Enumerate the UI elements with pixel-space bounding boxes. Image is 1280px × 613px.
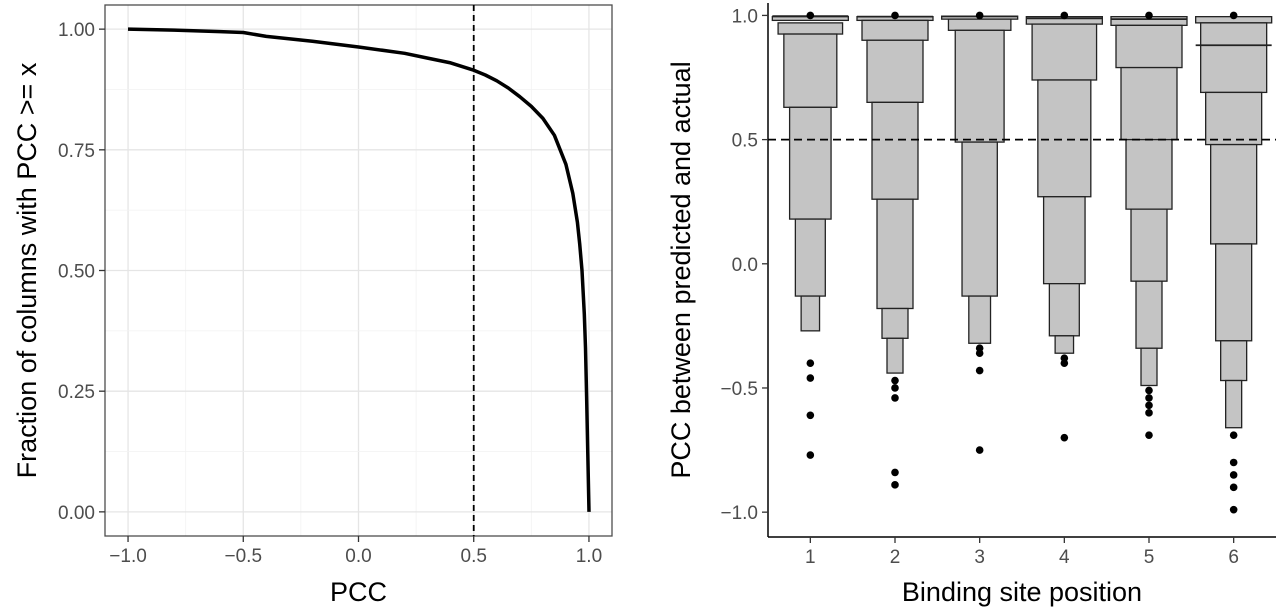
x-tick-label: −0.5 bbox=[225, 546, 263, 567]
outlier-point bbox=[891, 384, 899, 392]
outlier-point bbox=[1229, 471, 1238, 479]
x-tick-label: 6 bbox=[1228, 547, 1239, 568]
x-tick-label: 0.5 bbox=[461, 546, 487, 567]
letter-value-box bbox=[947, 18, 1012, 31]
letter-value-box bbox=[1135, 280, 1163, 349]
outlier-point bbox=[975, 446, 984, 454]
outlier-point bbox=[806, 411, 815, 420]
y-tick-label: 1.00 bbox=[58, 20, 95, 41]
outlier-point bbox=[806, 11, 815, 20]
outlier-point bbox=[1145, 394, 1153, 402]
y-tick-label: 0.5 bbox=[732, 131, 758, 152]
outlier-point bbox=[891, 376, 899, 385]
outlier-point bbox=[1229, 11, 1238, 20]
outlier-point bbox=[975, 11, 984, 20]
y-tick-label: 0.50 bbox=[58, 262, 95, 283]
letter-value-box bbox=[1225, 379, 1243, 429]
letter-value-box bbox=[876, 198, 914, 310]
x-tick-label: 5 bbox=[1144, 547, 1155, 568]
outlier-point bbox=[891, 11, 899, 20]
y-tick-label: −1.0 bbox=[720, 503, 758, 524]
outlier-point bbox=[806, 451, 815, 459]
letter-value-box bbox=[1031, 23, 1098, 81]
letter-value-box bbox=[1205, 91, 1263, 146]
letter-value-box bbox=[800, 295, 821, 332]
y-tick-label: 0.25 bbox=[58, 382, 95, 403]
outlier-point bbox=[1145, 386, 1153, 395]
letter-value-box bbox=[788, 106, 832, 220]
letter-value-box bbox=[1220, 340, 1248, 382]
outlier-point bbox=[1229, 505, 1238, 514]
outlier-point bbox=[1229, 483, 1238, 492]
x-tick-label: 2 bbox=[890, 547, 901, 568]
x-tick-label: 3 bbox=[974, 547, 985, 568]
letter-value-box bbox=[866, 39, 924, 103]
y-tick-label: 0.75 bbox=[58, 141, 95, 162]
letter-value-box bbox=[1115, 24, 1183, 69]
letter-value-box bbox=[861, 19, 929, 41]
letter-value-box bbox=[1042, 196, 1086, 285]
letter-value-box bbox=[1210, 143, 1258, 245]
letter-value-box bbox=[886, 337, 904, 374]
y-tick-label: 1.0 bbox=[732, 6, 758, 27]
letter-value-box bbox=[1048, 283, 1080, 337]
series-line bbox=[127, 27, 591, 512]
outlier-point bbox=[1060, 359, 1069, 367]
y-tick-label: −0.5 bbox=[720, 379, 758, 400]
outlier-point bbox=[806, 374, 815, 382]
x-tick-label: −1.0 bbox=[109, 546, 147, 567]
letter-value-box bbox=[777, 22, 844, 35]
letter-value-box bbox=[1215, 243, 1253, 342]
letter-value-box bbox=[1054, 335, 1075, 354]
letter-value-box bbox=[1140, 347, 1158, 387]
outlier-point bbox=[1229, 458, 1238, 467]
cdf-chart: −1.0 −0.5 0.0 0.5 1.0 0.00 0.25 0.50 0.75 1.00 PCC… bbox=[12, 4, 613, 607]
outlier-point bbox=[891, 481, 899, 489]
letter-value-box bbox=[1120, 66, 1178, 141]
outlier-point bbox=[891, 394, 899, 402]
y-axis-title: Fraction of columns with PCC >= x bbox=[12, 62, 42, 478]
x-axis-title: PCC bbox=[330, 577, 387, 607]
outlier-point bbox=[1060, 11, 1069, 20]
letter-value-box bbox=[1037, 79, 1092, 198]
letter-value-box bbox=[961, 141, 998, 297]
letter-value-box bbox=[954, 29, 1005, 143]
outlier-point bbox=[1229, 431, 1238, 439]
outlier-point bbox=[1145, 401, 1153, 410]
outlier-point bbox=[975, 366, 984, 375]
letter-value-box bbox=[1200, 22, 1268, 94]
x-tick-label: 4 bbox=[1059, 547, 1070, 568]
letter-value-box bbox=[783, 33, 838, 108]
y-axis-title: PCC between predicted and actual bbox=[666, 61, 696, 478]
letter-value-box bbox=[871, 101, 919, 200]
outlier-point bbox=[1145, 409, 1153, 417]
x-tick-label: 1.0 bbox=[576, 546, 602, 567]
outlier-point bbox=[1060, 433, 1069, 442]
boxplot-chart: −1.0 −0.5 0.0 0.5 1.0 1 2 3 4 5 6 Binding site posi… bbox=[666, 3, 1276, 607]
x-axis-title: Binding site position bbox=[902, 577, 1142, 607]
letter-value-box bbox=[794, 218, 826, 297]
outlier-point bbox=[1145, 431, 1153, 439]
outlier-point bbox=[891, 468, 899, 477]
outlier-point bbox=[1145, 11, 1153, 20]
letter-value-box bbox=[881, 307, 909, 339]
x-tick-label: 0.0 bbox=[345, 546, 371, 567]
outlier-point bbox=[806, 359, 815, 367]
letter-value-box bbox=[1125, 138, 1173, 210]
outlier-point bbox=[975, 349, 984, 358]
y-tick-label: 0.00 bbox=[58, 503, 95, 524]
y-tick-label: 0.0 bbox=[732, 255, 758, 276]
letter-value-box bbox=[1130, 208, 1168, 282]
letter-value-box bbox=[968, 295, 992, 344]
x-tick-label: 1 bbox=[805, 547, 816, 568]
